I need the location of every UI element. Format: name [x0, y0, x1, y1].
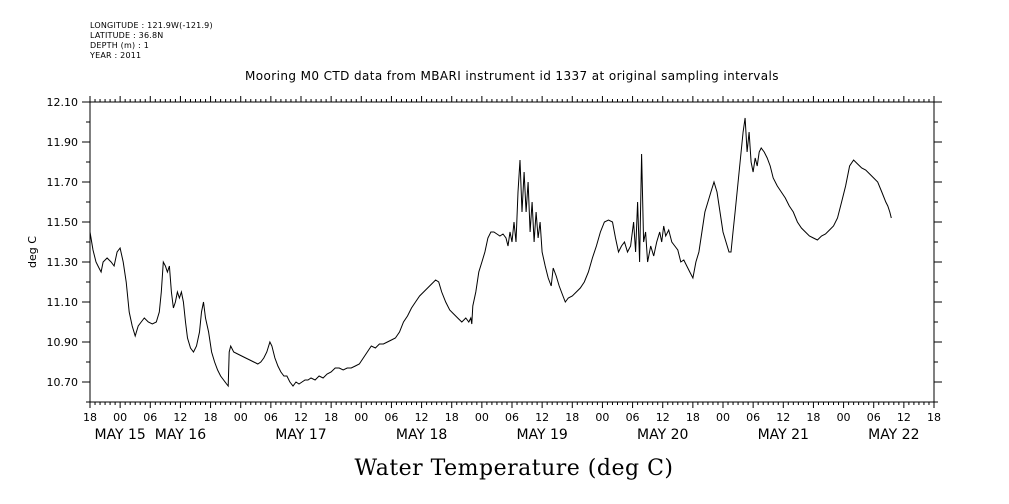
y-tick-label: 12.10 [47, 96, 79, 109]
plot-frame [89, 101, 935, 403]
x-axis-label: Water Temperature (deg C) [355, 456, 674, 481]
x-hour-label: 12 [776, 411, 790, 424]
x-hour-label: 00 [837, 411, 851, 424]
x-hour-label: 06 [746, 411, 760, 424]
x-hour-label: 00 [113, 411, 127, 424]
x-hour-label: 06 [505, 411, 519, 424]
x-hour-label: 00 [354, 411, 368, 424]
x-hour-label: 18 [204, 411, 218, 424]
x-hour-label: 00 [475, 411, 489, 424]
x-date-label: MAY 20 [637, 427, 688, 443]
x-hour-label: 00 [716, 411, 730, 424]
x-date-label: MAY 18 [396, 427, 447, 443]
x-date-label: MAY 16 [155, 427, 206, 443]
y-tick-label: 11.10 [47, 296, 79, 309]
x-hour-label: 06 [867, 411, 881, 424]
x-hour-label: 18 [806, 411, 820, 424]
y-tick-label: 11.50 [47, 216, 79, 229]
y-axis-label: deg C [26, 236, 39, 268]
x-hour-label: 12 [535, 411, 549, 424]
y-tick-label: 11.30 [47, 256, 79, 269]
x-hour-label: 06 [384, 411, 398, 424]
x-hour-label: 00 [234, 411, 248, 424]
y-tick-label: 11.90 [47, 136, 79, 149]
y-tick-label: 11.70 [47, 176, 79, 189]
y-tick-label: 10.70 [47, 376, 79, 389]
x-hour-label: 12 [656, 411, 670, 424]
x-hour-label: 06 [143, 411, 157, 424]
longitude-label: LONGITUDE : 121.9W(-121.9) [90, 21, 213, 30]
x-hour-label: 18 [324, 411, 338, 424]
x-hour-label: 12 [294, 411, 308, 424]
x-hour-label: 12 [415, 411, 429, 424]
x-hour-label: 18 [445, 411, 459, 424]
x-date-label: MAY 21 [758, 427, 809, 443]
latitude-label: LATITUDE : 36.8N [90, 31, 164, 40]
x-hour-label: 18 [927, 411, 941, 424]
chart-ticks [82, 96, 942, 408]
x-hour-label: 18 [686, 411, 700, 424]
chart-tick-labels: 10.70 10.90 11.10 11.30 11.50 11.70 11.90 12.10… [47, 96, 942, 443]
chart-title: Mooring M0 CTD data from MBARI instrumen… [245, 69, 779, 83]
year-label: YEAR : 2011 [90, 51, 142, 60]
x-hour-label: 00 [595, 411, 609, 424]
x-date-label: MAY 19 [516, 427, 567, 443]
x-date-label: MAY 17 [275, 427, 326, 443]
depth-label: DEPTH (m) : 1 [90, 41, 149, 50]
chart-series [89, 117, 892, 388]
x-hour-label: 12 [173, 411, 187, 424]
x-date-label: MAY 22 [868, 427, 919, 443]
y-tick-label: 10.90 [47, 336, 79, 349]
x-hour-label: 18 [565, 411, 579, 424]
chart-axes [89, 101, 935, 403]
metadata-block: LONGITUDE : 121.9W(-121.9) LATITUDE : 36… [90, 21, 213, 61]
x-date-label: MAY 15 [94, 427, 145, 443]
x-hour-label: 06 [626, 411, 640, 424]
x-hour-label: 06 [264, 411, 278, 424]
x-hour-label: 18 [83, 411, 97, 424]
temperature-series-line [89, 117, 892, 388]
x-hour-label: 12 [897, 411, 911, 424]
